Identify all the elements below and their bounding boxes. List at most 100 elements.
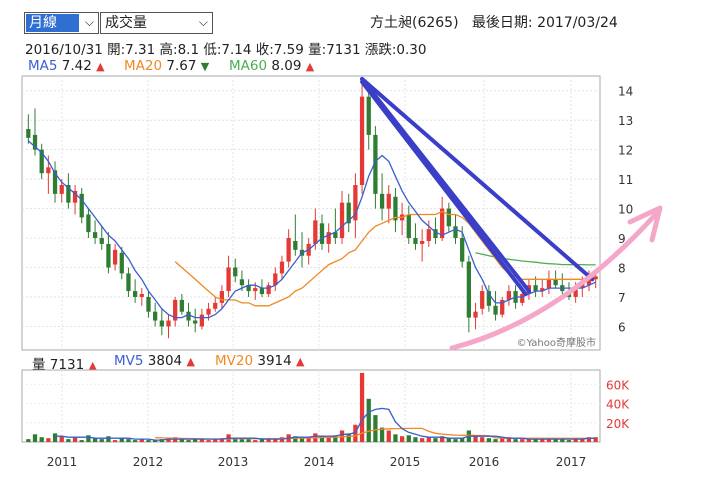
candle-body bbox=[132, 291, 138, 297]
candle-body bbox=[466, 261, 471, 318]
volume-bar bbox=[132, 440, 138, 442]
volume-bar bbox=[580, 438, 585, 442]
candle-body bbox=[199, 314, 205, 327]
candle-body bbox=[593, 276, 598, 280]
volume-bar bbox=[233, 438, 238, 442]
vol-label: 量 bbox=[32, 357, 46, 373]
pink-arrow-shaft bbox=[449, 212, 658, 351]
mv5-label: MV5 bbox=[114, 353, 144, 369]
candle-body bbox=[119, 252, 124, 274]
volume-bar bbox=[79, 440, 84, 442]
candle-body bbox=[46, 167, 51, 174]
volume-bar bbox=[413, 437, 418, 442]
candle-body bbox=[353, 185, 358, 221]
candle-body bbox=[59, 185, 64, 194]
candle-body bbox=[406, 214, 411, 239]
candle-body bbox=[52, 170, 58, 194]
price-tick-label: 10 bbox=[618, 203, 633, 217]
vol-value: 7131 bbox=[49, 357, 85, 373]
volume-bar bbox=[266, 439, 271, 442]
stock-title: 方土昶(6265) 最後日期: 2017/03/24 bbox=[370, 12, 618, 32]
candle-body bbox=[246, 285, 251, 292]
candle-body bbox=[193, 320, 198, 324]
volume-bar bbox=[353, 424, 358, 442]
volume-tick-label: 40K bbox=[606, 398, 630, 412]
candle-body bbox=[460, 238, 465, 262]
candle-body bbox=[546, 279, 552, 289]
candle-body bbox=[573, 288, 578, 297]
candle-body bbox=[166, 320, 171, 327]
volume-bar bbox=[480, 437, 485, 442]
volume-bar bbox=[179, 439, 184, 442]
volume-bar bbox=[246, 439, 251, 442]
indicator-select-value: 成交量 bbox=[105, 15, 147, 31]
mv5-line bbox=[55, 407, 596, 441]
volume-bar bbox=[506, 437, 512, 442]
price-tick-label: 9 bbox=[618, 232, 626, 246]
volume-bar bbox=[92, 438, 98, 442]
volume-bar bbox=[373, 415, 378, 442]
candle-body bbox=[253, 288, 258, 292]
volume-bar bbox=[72, 437, 78, 442]
volume-bar bbox=[86, 435, 91, 442]
volume-bar bbox=[119, 438, 124, 442]
x-tick-label: 2011 bbox=[47, 455, 78, 469]
vol-legend: 量 7131 ▲ bbox=[32, 353, 97, 373]
volume-bar bbox=[566, 440, 572, 442]
candle-body bbox=[39, 149, 44, 174]
period-select-value: 月線 bbox=[26, 14, 79, 32]
volume-bar bbox=[319, 436, 325, 442]
candle-body bbox=[112, 249, 118, 265]
ma20-value: 7.67 bbox=[166, 58, 197, 74]
candle-body bbox=[186, 311, 191, 321]
volume-bar bbox=[333, 435, 338, 442]
volume-bar bbox=[453, 439, 458, 442]
indicator-select[interactable]: 成交量 ⌵ bbox=[100, 12, 213, 34]
volume-bar bbox=[293, 436, 298, 442]
info-low: 低:7.14 bbox=[203, 42, 252, 58]
candle-body bbox=[286, 238, 291, 262]
candle-body bbox=[313, 220, 318, 244]
info-high: 高:8.1 bbox=[159, 42, 200, 58]
candle-body bbox=[173, 299, 178, 321]
volume-bar bbox=[126, 439, 131, 442]
x-tick-label: 2015 bbox=[390, 455, 421, 469]
candle-body bbox=[379, 193, 385, 209]
candle-body bbox=[493, 305, 498, 315]
volume-bar bbox=[393, 434, 398, 442]
volume-bar bbox=[273, 438, 278, 442]
price-tick-label: 8 bbox=[618, 262, 626, 276]
info-date: 2016/10/31 bbox=[25, 42, 103, 58]
volume-bar bbox=[586, 437, 592, 442]
candle-body bbox=[506, 291, 512, 300]
candle-body bbox=[473, 311, 478, 318]
volume-bar bbox=[460, 438, 465, 442]
price-tick-label: 14 bbox=[618, 85, 633, 99]
x-tick-label: 2016 bbox=[469, 455, 500, 469]
candle-body bbox=[179, 299, 184, 312]
last-date: 最後日期: 2017/03/24 bbox=[471, 15, 618, 31]
volume-bar bbox=[59, 436, 64, 442]
ma20-down-icon: ▼ bbox=[200, 60, 210, 73]
trend-line bbox=[360, 79, 528, 297]
volume-bar bbox=[66, 439, 71, 442]
volume-bar bbox=[493, 439, 498, 442]
mv5-value: 3804 bbox=[147, 353, 183, 369]
mv20-legend: MV20 3914 ▲ bbox=[215, 353, 304, 369]
candle-body bbox=[79, 193, 84, 218]
candle-body bbox=[586, 279, 592, 286]
candle-body bbox=[26, 129, 31, 138]
ma5-value: 7.42 bbox=[61, 58, 92, 74]
mv20-label: MV20 bbox=[215, 353, 254, 369]
period-select[interactable]: 月線 ⌵ bbox=[24, 12, 99, 34]
ma60-label: MA60 bbox=[229, 58, 268, 74]
volume-panel-frame bbox=[21, 369, 601, 443]
ma5-label: MA5 bbox=[28, 58, 58, 74]
candle-body bbox=[266, 285, 271, 295]
x-tick-label: 2017 bbox=[556, 455, 587, 469]
volume-bar bbox=[553, 439, 558, 442]
pink-arrow-head bbox=[627, 205, 663, 243]
ma5-legend: MA5 7.42 ▲ bbox=[28, 58, 105, 74]
price-tick-label: 13 bbox=[618, 114, 633, 128]
x-tick-label: 2012 bbox=[133, 455, 164, 469]
